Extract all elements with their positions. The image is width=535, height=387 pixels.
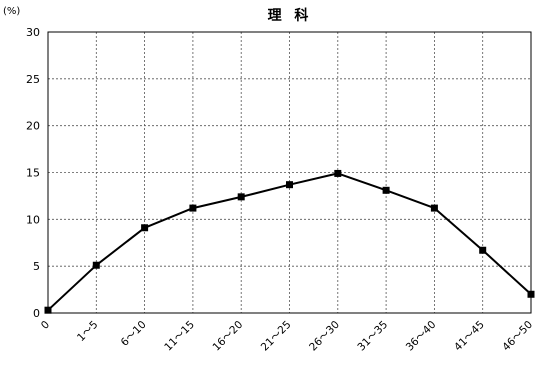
chart-title: 理 科 — [268, 7, 313, 24]
y-tick-label: 15 — [26, 167, 40, 180]
x-tick-label: 11～15 — [162, 319, 197, 354]
x-tick-label: 31～35 — [355, 319, 390, 354]
x-tick-label: 41～45 — [452, 319, 487, 354]
y-tick-label: 10 — [26, 213, 40, 226]
x-tick-label: 16～20 — [211, 319, 246, 354]
y-tick-label: 20 — [26, 120, 40, 133]
y-tick-label: 0 — [33, 307, 40, 320]
data-point-marker — [334, 169, 342, 177]
gridlines — [48, 32, 531, 313]
x-tick-label: 36～40 — [404, 319, 439, 354]
data-point-marker — [527, 290, 535, 298]
x-tick-label: 26～30 — [307, 319, 342, 354]
x-tick-label: 0 — [39, 319, 52, 332]
y-axis-ticks: 0 5 10 15 20 25 30 — [26, 26, 40, 320]
data-point-marker — [189, 204, 197, 212]
data-point-marker — [92, 261, 100, 269]
data-point-marker — [286, 181, 293, 189]
data-point-marker — [479, 246, 487, 254]
data-point-marker — [430, 204, 438, 212]
plot-area-border — [47, 31, 532, 314]
plot-frame — [47, 31, 532, 314]
data-point-marker — [237, 193, 245, 201]
series — [44, 169, 535, 314]
data-point-marker — [44, 306, 52, 314]
x-tick-label: 46～50 — [500, 319, 535, 354]
y-axis-unit-label: (%) — [3, 6, 20, 17]
x-tick-label: 6～10 — [119, 319, 149, 349]
data-point-marker — [382, 186, 390, 194]
y-tick-label: 5 — [33, 260, 40, 273]
data-point-marker — [141, 224, 149, 232]
y-tick-label: 30 — [26, 26, 40, 39]
x-axis-ticks: 0 1～5 6～10 11～15 16～20 21～25 26～30 31～35 36～40 41… — [39, 319, 535, 354]
x-tick-label: 21～25 — [259, 319, 294, 354]
x-tick-label: 1～5 — [75, 319, 100, 344]
y-tick-label: 25 — [26, 73, 40, 86]
